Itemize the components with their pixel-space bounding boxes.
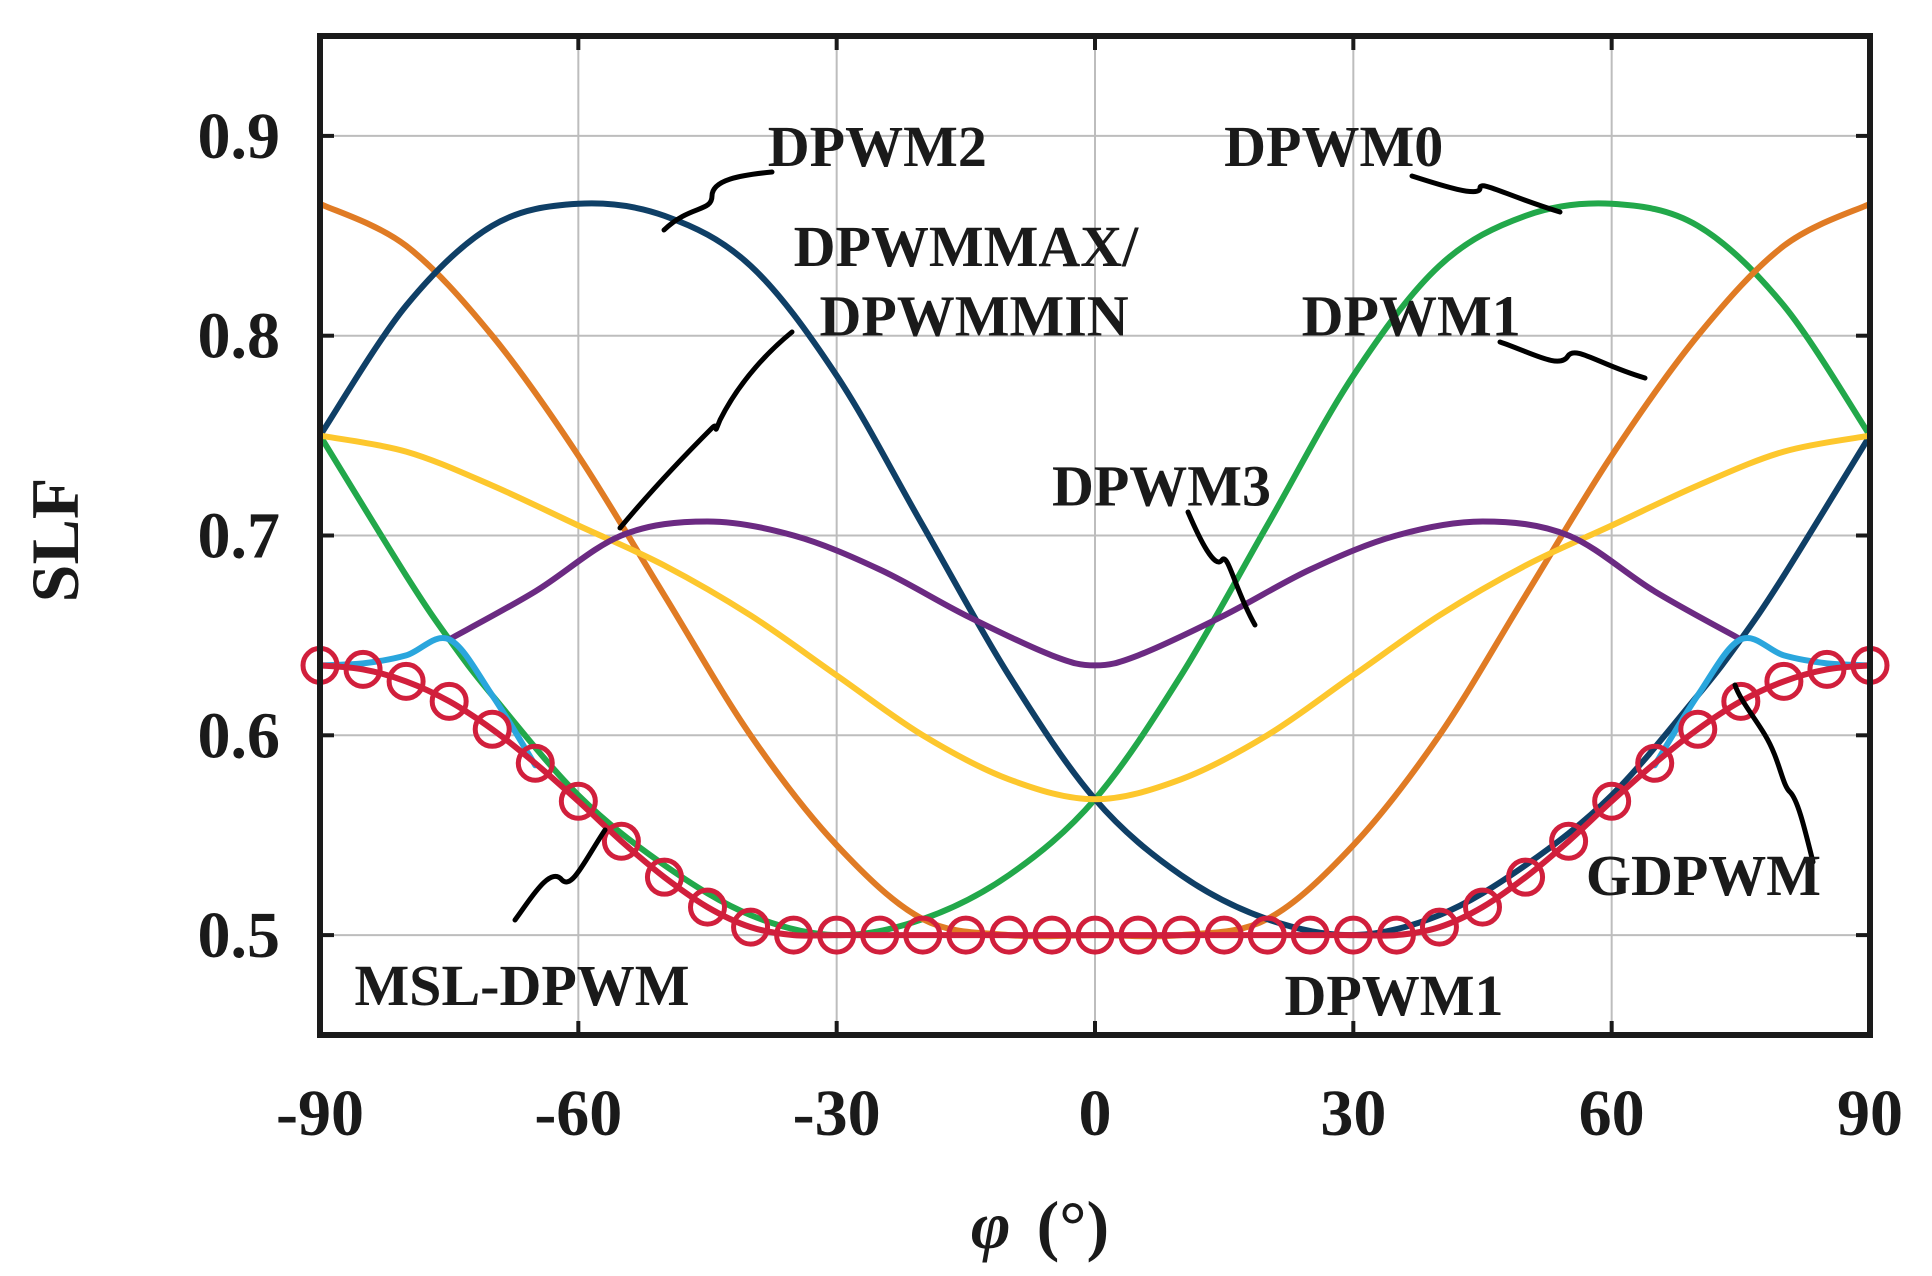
series-marker-msl-dpwm	[343, 649, 383, 689]
leader-dpwm0	[1409, 173, 1563, 215]
leader-dpwm1-upper	[1497, 339, 1648, 381]
series-marker-msl-dpwm	[472, 709, 512, 749]
series-marker-msl-dpwm	[989, 915, 1029, 955]
series-marker-msl-dpwm	[1204, 915, 1244, 955]
series-marker-msl-dpwm	[903, 915, 943, 955]
y-tick-label: 0.7	[198, 500, 281, 573]
series-marker-msl-dpwm	[1807, 649, 1847, 689]
series-marker-msl-dpwm	[1118, 915, 1158, 955]
series-marker-msl-dpwm	[774, 915, 814, 955]
leader-gdpwm	[1732, 682, 1816, 865]
series-marker-msl-dpwm	[1161, 915, 1201, 955]
series-marker-msl-dpwm	[644, 857, 684, 897]
annotation-dpwm0: DPWM0	[1224, 114, 1443, 179]
x-axis-title: φ (°)	[971, 1187, 1109, 1263]
series-marker-msl-dpwm	[1419, 907, 1459, 947]
series-marker-msl-dpwm	[817, 915, 857, 955]
series-marker-msl-dpwm	[1247, 915, 1287, 955]
x-tick-label: 60	[1579, 1077, 1645, 1150]
series-line-gdpwm-left	[317, 635, 539, 769]
leader-dpwm3	[1185, 509, 1258, 628]
series-marker-msl-dpwm	[1376, 915, 1416, 955]
annotation-dpwmmax-: DPWMMAX/	[794, 214, 1140, 279]
series-marker-msl-dpwm	[601, 821, 641, 861]
series-marker-msl-dpwm	[1333, 915, 1373, 955]
leader-msl-dpwm	[512, 827, 608, 923]
series-marker-msl-dpwm	[429, 681, 469, 721]
series-marker-msl-dpwm	[386, 661, 426, 701]
leader-dpwm2	[661, 169, 775, 233]
leader-dpwmmax	[617, 329, 795, 531]
series-marker-msl-dpwm	[860, 915, 900, 955]
plot-frame	[317, 33, 1873, 1038]
annotation-leaders	[512, 169, 1816, 923]
x-tick-label: -90	[276, 1077, 364, 1150]
annotation-dpwm2: DPWM2	[768, 114, 987, 179]
x-axis-symbol: φ	[971, 1187, 1011, 1263]
series-marker-msl-dpwm	[946, 915, 986, 955]
annotation-dpwm3: DPWM3	[1052, 454, 1271, 519]
series-marker-msl-dpwm	[558, 781, 598, 821]
series-marker-msl-dpwm	[1549, 821, 1589, 861]
y-tick-label: 0.8	[198, 300, 281, 373]
series-marker-msl-dpwm	[1463, 887, 1502, 927]
series-line-msl-dpwm	[317, 662, 1873, 939]
series-marker-msl-dpwm	[1592, 781, 1632, 821]
marker-layer	[300, 645, 1890, 955]
annotation-labels: DPWM2 DPWM0 DPWMMAX/DPWMMIN DPWM1 DPWM3 MSL-D…	[354, 114, 1821, 1028]
series-marker-msl-dpwm	[1290, 915, 1330, 955]
x-tick-label: 0	[1079, 1077, 1112, 1150]
series-marker-msl-dpwm	[1032, 915, 1072, 955]
series-marker-msl-dpwm	[1635, 743, 1675, 783]
series-marker-msl-dpwm	[1506, 857, 1546, 897]
series-marker-msl-dpwm	[515, 743, 555, 783]
annotation-msl-dpwm: MSL-DPWM	[354, 953, 689, 1018]
series-line-dpwmmax-dpwmmin	[317, 432, 1873, 803]
series-marker-msl-dpwm	[1678, 709, 1718, 749]
x-tick-label: 30	[1320, 1077, 1386, 1150]
axes-frame	[317, 33, 1873, 1038]
annotation-dpwm1: DPWM1	[1302, 284, 1521, 349]
y-tick-label: 0.6	[198, 699, 281, 772]
series-line-gdpwm-right	[1651, 635, 1873, 769]
y-tick-label: 0.9	[198, 100, 281, 173]
series-marker-msl-dpwm	[1075, 915, 1115, 955]
x-tick-label: -60	[534, 1077, 622, 1150]
y-axis-title: SLF	[17, 478, 93, 603]
series-marker-msl-dpwm	[1721, 681, 1761, 721]
series-marker-msl-dpwm	[688, 887, 727, 927]
x-axis-unit: (°)	[1037, 1187, 1109, 1263]
x-tick-label: 90	[1837, 1077, 1903, 1150]
x-tick-label: -30	[793, 1077, 881, 1150]
tick-labels: -90 -60 -30 0 30 60 90 0.5 0.6 0.7 0.8 0.9	[198, 100, 1904, 1150]
annotation-dpwm1: DPWM1	[1284, 963, 1503, 1028]
y-tick-label: 0.5	[198, 899, 281, 972]
annotation-dpwmmin: DPWMMIN	[819, 284, 1128, 349]
annotation-gdpwm: GDPWM	[1586, 843, 1821, 908]
series-marker-msl-dpwm	[731, 907, 771, 947]
series-line-dpwm3	[446, 518, 1744, 669]
series-marker-msl-dpwm	[1764, 661, 1804, 701]
